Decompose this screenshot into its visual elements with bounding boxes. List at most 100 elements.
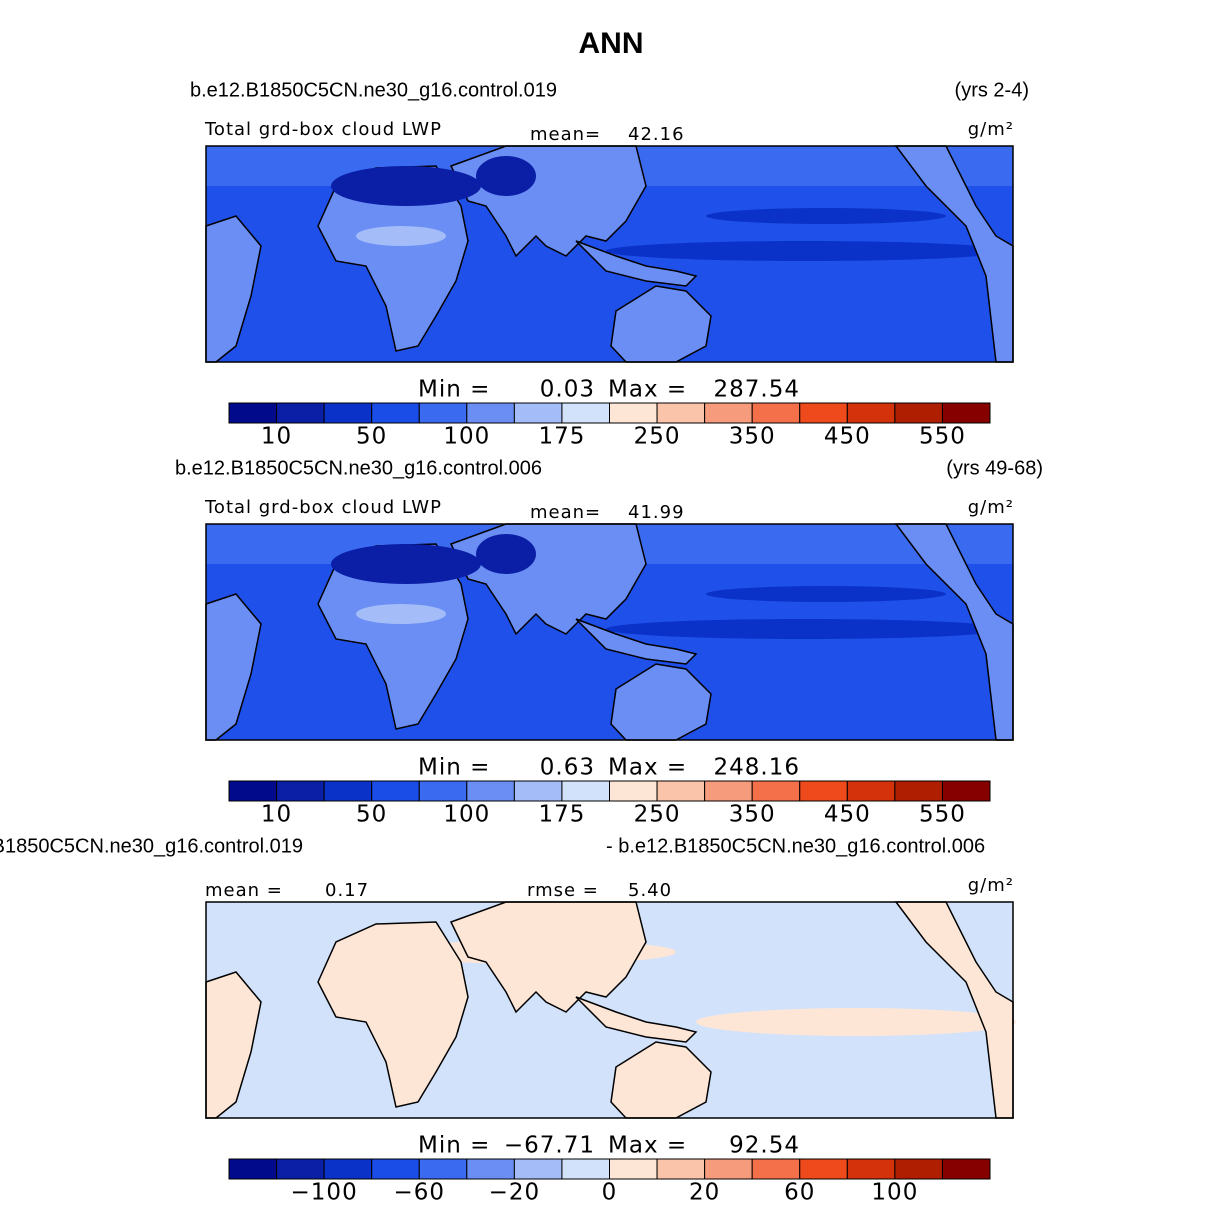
years: (yrs 49-68): [946, 457, 1043, 479]
map-desert: [476, 534, 536, 574]
units: g/m²: [968, 875, 1014, 896]
colorbar-box: [276, 1158, 325, 1180]
mean-label: mean=: [530, 124, 601, 145]
colorbar-box: [846, 402, 896, 424]
map-desert: [331, 166, 481, 206]
colorbar-box: [704, 402, 753, 424]
case-name-2: - b.e12.B1850C5CN.ne30_g16.control.006: [606, 835, 985, 857]
colorbar-box: [751, 402, 801, 424]
colorbar-label: 100: [443, 424, 490, 450]
colorbar-box: [466, 1158, 515, 1180]
colorbar-label: 350: [729, 424, 776, 450]
colorbar-label: 100: [443, 802, 490, 828]
colorbar-label: 0: [602, 1180, 618, 1206]
colorbar-box: [894, 780, 943, 802]
colorbar-box: [418, 1158, 468, 1180]
min-label: Min =: [418, 377, 490, 403]
colorbar-box: [323, 780, 373, 802]
colorbar-box: [561, 780, 610, 802]
colorbar-label: 250: [634, 424, 681, 450]
map-moist: [356, 226, 446, 246]
min-label: Min =: [418, 755, 490, 781]
colorbar-label: 550: [919, 802, 966, 828]
colorbar-label: 175: [538, 802, 585, 828]
colorbar-label: 250: [634, 802, 681, 828]
min-value: 0.63: [540, 755, 595, 781]
colorbar-box: [228, 402, 278, 424]
colorbar-label: 50: [356, 802, 387, 828]
colorbar-box: [561, 402, 610, 424]
field-name: Total grd-box cloud LWP: [204, 119, 442, 140]
panel: b.e12.B1850C5CN.ne30_g16.control.019 - b.…: [0, 835, 1016, 1206]
colorbar-box: [228, 1158, 278, 1180]
colorbar-box: [799, 402, 848, 424]
units: g/m²: [968, 497, 1014, 518]
colorbar-box: [751, 780, 801, 802]
colorbar-box: [799, 1158, 848, 1180]
map-band: [706, 208, 946, 224]
rmse-value: 5.40: [628, 880, 672, 901]
panels: b.e12.B1850C5CN.ne30_g16.control.019 (yrs…: [0, 79, 1043, 1205]
colorbar-box: [941, 780, 991, 802]
map-band: [606, 241, 1006, 261]
colorbar-label: 450: [824, 802, 871, 828]
map-desert: [476, 156, 536, 196]
figure-title: ANN: [579, 27, 644, 60]
colorbar-box: [323, 1158, 373, 1180]
colorbar-box: [609, 780, 658, 802]
colorbar-box: [466, 402, 515, 424]
colorbar-box: [941, 402, 991, 424]
colorbar-label: −20: [489, 1180, 541, 1206]
mean-label: mean=: [530, 502, 601, 523]
colorbar-box: [656, 1158, 706, 1180]
colorbar-box: [799, 780, 848, 802]
colorbar-label: 10: [261, 802, 292, 828]
colorbar-box: [751, 1158, 801, 1180]
units: g/m²: [968, 119, 1014, 140]
colorbar-box: [371, 780, 420, 802]
min-value: 0.03: [540, 377, 595, 403]
case-name: b.e12.B1850C5CN.ne30_g16.control.019: [190, 79, 557, 101]
colorbar-box: [228, 780, 278, 802]
min-label: Min =: [418, 1133, 490, 1159]
max-value: 92.54: [729, 1133, 800, 1159]
map-frame: [205, 523, 1014, 741]
colorbar-box: [846, 780, 896, 802]
colorbar-box: [466, 780, 515, 802]
colorbar-label: −60: [393, 1180, 445, 1206]
colorbar-box: [656, 402, 706, 424]
mean-value: 41.99: [628, 502, 685, 523]
years: (yrs 2-4): [955, 79, 1029, 101]
colorbar-label: 450: [824, 424, 871, 450]
colorbar-label: 20: [689, 1180, 720, 1206]
colorbar-box: [941, 1158, 991, 1180]
map-desert: [331, 544, 481, 584]
colorbar-label: −100: [291, 1180, 358, 1206]
colorbar-label: 550: [919, 424, 966, 450]
colorbar-box: [561, 1158, 610, 1180]
colorbar-box: [609, 1158, 658, 1180]
map: [205, 523, 1014, 741]
colorbar-label: 10: [261, 424, 292, 450]
colorbar-box: [513, 402, 563, 424]
max-label: Max =: [608, 1133, 687, 1159]
colorbar-label: 100: [871, 1180, 918, 1206]
panel: b.e12.B1850C5CN.ne30_g16.control.006 (yrs…: [175, 457, 1043, 827]
map-frame: [205, 145, 1014, 363]
rmse-label: rmse =: [527, 880, 599, 901]
colorbar-label: 60: [784, 1180, 815, 1206]
colorbar-box: [609, 402, 658, 424]
colorbar-box: [276, 780, 325, 802]
mean-value: 42.16: [628, 124, 685, 145]
min-value: −67.71: [504, 1133, 595, 1159]
colorbar-box: [704, 1158, 753, 1180]
mean-value: 0.17: [325, 880, 369, 901]
map-frame: [205, 901, 1014, 1119]
max-value: 287.54: [714, 377, 800, 403]
colorbar-box: [846, 1158, 896, 1180]
colorbar-box: [371, 1158, 420, 1180]
colorbar-box: [894, 1158, 943, 1180]
colorbar-label: 175: [538, 424, 585, 450]
colorbar-box: [323, 402, 373, 424]
map: [205, 901, 1016, 1119]
